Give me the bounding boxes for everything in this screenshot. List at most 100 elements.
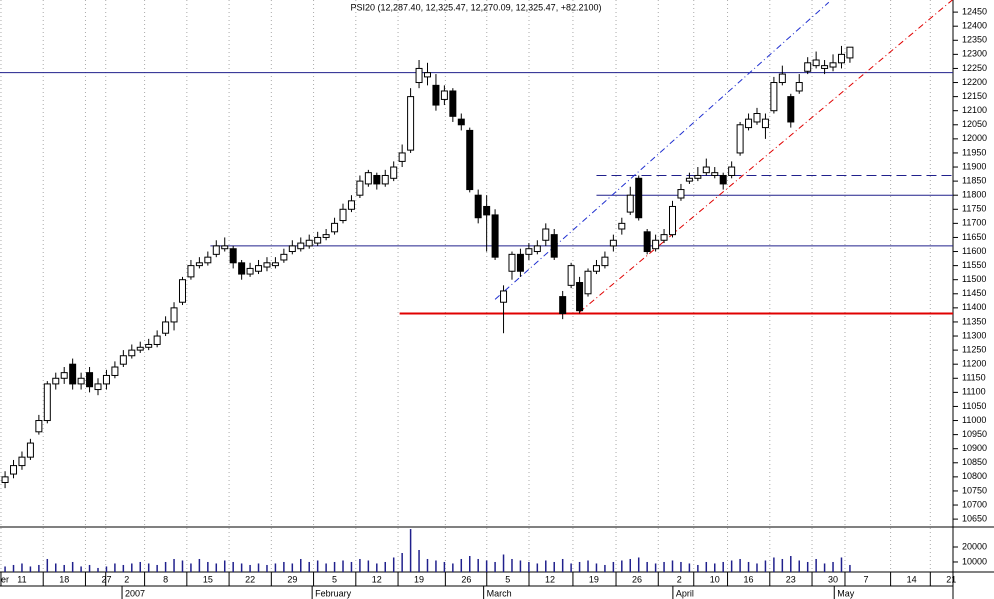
candle-body: [94, 383, 102, 391]
candle-body: [356, 180, 364, 196]
x-tick-label: 26: [461, 574, 471, 584]
y-tick-label: 12250: [962, 63, 987, 73]
y-tick-label: 11550: [962, 260, 986, 270]
candle-body: [601, 256, 609, 267]
x-tick-label: 14: [907, 574, 917, 584]
y-tick-label: 11900: [962, 161, 986, 171]
candle-body: [550, 234, 558, 258]
x-tick-label: 26: [632, 574, 642, 584]
candle-body: [761, 118, 769, 129]
x-tick-label: 23: [786, 574, 796, 584]
volume-tick-label: 10000: [962, 556, 987, 566]
candle-body: [238, 262, 246, 275]
candle-body: [500, 290, 508, 303]
candle-body: [390, 166, 398, 179]
y-tick-label: 12150: [962, 91, 987, 101]
y-tick-label: 11850: [962, 175, 986, 185]
x-tick-label: 19: [414, 574, 424, 584]
y-tick-label: 12050: [962, 119, 987, 129]
candle-body: [145, 343, 153, 348]
candle-body: [804, 62, 812, 72]
y-tick-label: 10800: [962, 471, 987, 481]
x-tick-label: 8: [163, 574, 168, 584]
y-tick-label: 11600: [962, 246, 986, 256]
x-tick-label: 7: [863, 574, 868, 584]
candle-body: [170, 307, 178, 323]
candle-body: [77, 377, 85, 385]
x-tick-label: 29: [287, 574, 297, 584]
x-tick-label: 15: [203, 574, 213, 584]
candle-body: [821, 65, 829, 69]
candle-body: [415, 67, 423, 84]
y-tick-label: 11750: [962, 204, 986, 214]
candle-body: [609, 239, 617, 247]
x-tick-label: 5: [505, 574, 510, 584]
candle-body: [516, 253, 524, 272]
candle-body: [483, 205, 491, 216]
candle-body: [432, 84, 440, 106]
candle-body: [111, 366, 119, 376]
x-tick-label: 10: [710, 574, 720, 584]
candle-body: [297, 242, 305, 250]
candle-body: [35, 420, 43, 433]
candle-body: [719, 174, 727, 185]
y-tick-label: 11050: [962, 401, 986, 411]
candle-body: [787, 96, 795, 123]
candle-body: [728, 166, 736, 176]
x-tick-label: 27: [101, 574, 111, 584]
y-tick-label: 11100: [962, 387, 986, 397]
candle-body: [626, 194, 634, 213]
candle-body: [474, 194, 482, 219]
y-tick-label: 11800: [962, 190, 986, 200]
month-label: April: [676, 588, 694, 598]
x-tick-label: 5: [332, 574, 337, 584]
y-tick-label: 10750: [962, 485, 987, 495]
candle-body: [584, 270, 592, 295]
y-tick-label: 12350: [962, 35, 987, 45]
y-tick-label: 11500: [962, 274, 986, 284]
candle-body: [618, 222, 626, 230]
y-tick-label: 11400: [962, 302, 986, 312]
candle-body: [533, 245, 541, 253]
month-label: May: [837, 588, 855, 598]
candle-body: [255, 265, 263, 272]
candle-body: [576, 282, 584, 312]
candle-body: [398, 152, 406, 162]
candle-body: [440, 90, 448, 100]
candle-body: [745, 118, 753, 129]
y-tick-label: 12450: [962, 6, 987, 16]
y-tick-label: 11300: [962, 330, 986, 340]
candle-body: [694, 174, 702, 179]
candle-body: [491, 214, 499, 258]
candle-body: [195, 262, 203, 267]
y-tick-label: 12200: [962, 77, 987, 87]
candle-body: [86, 372, 94, 388]
x-tick-label: 12: [372, 574, 382, 584]
month-label: March: [487, 588, 512, 598]
x-tick-label: 2: [124, 574, 129, 584]
candle-body: [26, 442, 34, 458]
annotation-line: [494, 1, 830, 300]
candle-body: [331, 222, 339, 233]
candle-body: [542, 228, 550, 241]
y-tick-label: 12100: [962, 105, 987, 115]
candle-body: [508, 253, 516, 272]
month-label: 2007: [125, 588, 145, 598]
candle-body: [221, 245, 229, 250]
y-tick-label: 12300: [962, 49, 987, 59]
candle-body: [736, 124, 744, 154]
candle-body: [778, 73, 786, 84]
y-tick-label: 12400: [962, 21, 987, 31]
candle-body: [829, 62, 837, 68]
candle-body: [305, 239, 313, 247]
y-tick-label: 11650: [962, 232, 986, 242]
candle-body: [246, 267, 254, 275]
y-tick-label: 12000: [962, 133, 987, 143]
y-tick-label: 11950: [962, 147, 986, 157]
annotation-line: [579, 0, 954, 313]
candle-body: [263, 262, 271, 268]
candle-body: [18, 456, 26, 467]
candle-body: [643, 231, 651, 253]
